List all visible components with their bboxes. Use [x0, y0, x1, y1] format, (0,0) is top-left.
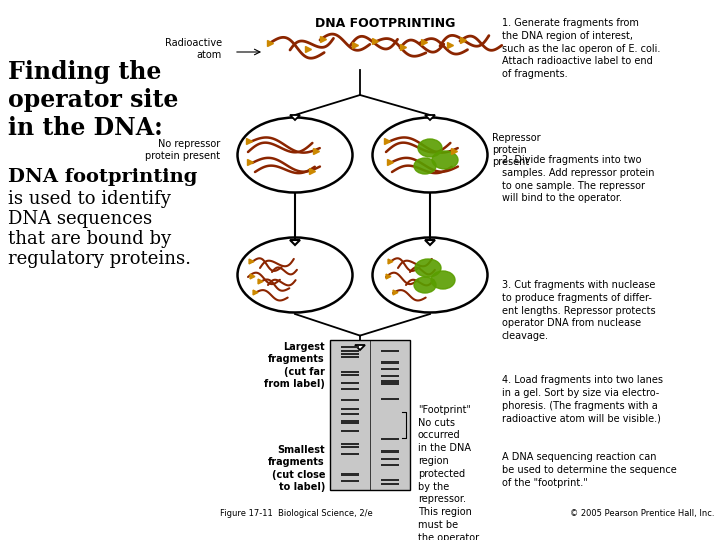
Text: Largest
fragments
(cut far
from label): Largest fragments (cut far from label) — [264, 342, 325, 389]
Bar — [341, 346, 359, 348]
Text: regulatory proteins.: regulatory proteins. — [8, 250, 191, 268]
Bar — [381, 438, 399, 440]
Bar — [341, 350, 359, 353]
Bar — [381, 375, 399, 377]
Text: that are bound by: that are bound by — [8, 230, 171, 248]
Bar — [341, 353, 359, 355]
Bar — [341, 454, 359, 455]
Ellipse shape — [414, 277, 436, 293]
Text: operator site: operator site — [8, 88, 179, 112]
Polygon shape — [290, 240, 300, 245]
Ellipse shape — [432, 151, 458, 169]
Text: Repressor
protein
present: Repressor protein present — [492, 133, 541, 167]
Text: DNA footprinting: DNA footprinting — [8, 168, 197, 186]
Text: Radioactive
atom: Radioactive atom — [165, 38, 222, 60]
Text: in the DNA:: in the DNA: — [8, 116, 163, 140]
Bar — [381, 368, 399, 370]
Bar — [341, 472, 359, 475]
Bar — [341, 422, 359, 424]
Bar — [381, 464, 399, 465]
Bar — [341, 371, 359, 373]
Bar — [341, 430, 359, 432]
Ellipse shape — [414, 158, 436, 174]
Bar — [341, 374, 359, 376]
Text: 4. Load fragments into two lanes
in a gel. Sort by size via electro-
phoresis. (: 4. Load fragments into two lanes in a ge… — [502, 375, 663, 423]
Bar — [381, 382, 399, 384]
Bar — [381, 483, 399, 485]
Bar — [341, 480, 359, 482]
Bar — [381, 458, 399, 461]
Text: DNA FOOTPRINTING: DNA FOOTPRINTING — [315, 17, 455, 30]
Text: A DNA sequencing reaction can
be used to determine the sequence
of the "footprin: A DNA sequencing reaction can be used to… — [502, 452, 677, 488]
Bar — [381, 398, 399, 400]
Text: Smallest
fragments
(cut close
to label): Smallest fragments (cut close to label) — [269, 445, 325, 492]
Polygon shape — [425, 115, 435, 120]
Bar — [381, 361, 399, 363]
Bar — [341, 413, 359, 415]
Polygon shape — [290, 115, 300, 120]
Bar — [341, 388, 359, 390]
Text: No repressor
protein present: No repressor protein present — [145, 139, 220, 161]
Text: DNA sequences: DNA sequences — [8, 210, 152, 228]
Bar — [381, 382, 399, 384]
Text: 2. Divide fragments into two
samples. Add repressor protein
to one sample. The r: 2. Divide fragments into two samples. Ad… — [502, 155, 654, 204]
Bar — [341, 400, 359, 401]
Text: 3. Cut fragments with nuclease
to produce fragments of differ-
ent lengths. Repr: 3. Cut fragments with nuclease to produc… — [502, 280, 656, 341]
Bar — [341, 382, 359, 384]
Bar — [341, 356, 359, 358]
Bar — [341, 413, 359, 415]
Ellipse shape — [415, 259, 441, 277]
Bar — [381, 450, 399, 452]
Ellipse shape — [418, 139, 442, 157]
Bar — [381, 383, 399, 384]
Bar — [341, 474, 359, 475]
Bar — [341, 408, 359, 410]
Bar — [381, 479, 399, 481]
Bar — [381, 450, 399, 451]
Text: Figure 17-11  Biological Science, 2/e: Figure 17-11 Biological Science, 2/e — [220, 509, 373, 518]
Bar — [330, 340, 410, 490]
Text: © 2005 Pearson Prentice Hall, Inc.: © 2005 Pearson Prentice Hall, Inc. — [570, 509, 714, 518]
Bar — [381, 451, 399, 453]
Text: 1. Generate fragments from
the DNA region of interest,
such as the lac operon of: 1. Generate fragments from the DNA regio… — [502, 18, 660, 79]
Text: is used to identify: is used to identify — [8, 190, 171, 208]
Bar — [341, 420, 359, 422]
Bar — [341, 443, 359, 445]
Bar — [381, 380, 399, 382]
Ellipse shape — [431, 271, 455, 289]
Text: "Footprint"
No cuts
occurred
in the DNA
region
protected
by the
repressor.
This : "Footprint" No cuts occurred in the DNA … — [418, 405, 481, 540]
Bar — [341, 474, 359, 476]
Bar — [381, 362, 399, 364]
Polygon shape — [425, 240, 435, 245]
Text: Finding the: Finding the — [8, 60, 161, 84]
Bar — [341, 446, 359, 448]
Polygon shape — [355, 345, 365, 350]
Bar — [381, 349, 399, 352]
